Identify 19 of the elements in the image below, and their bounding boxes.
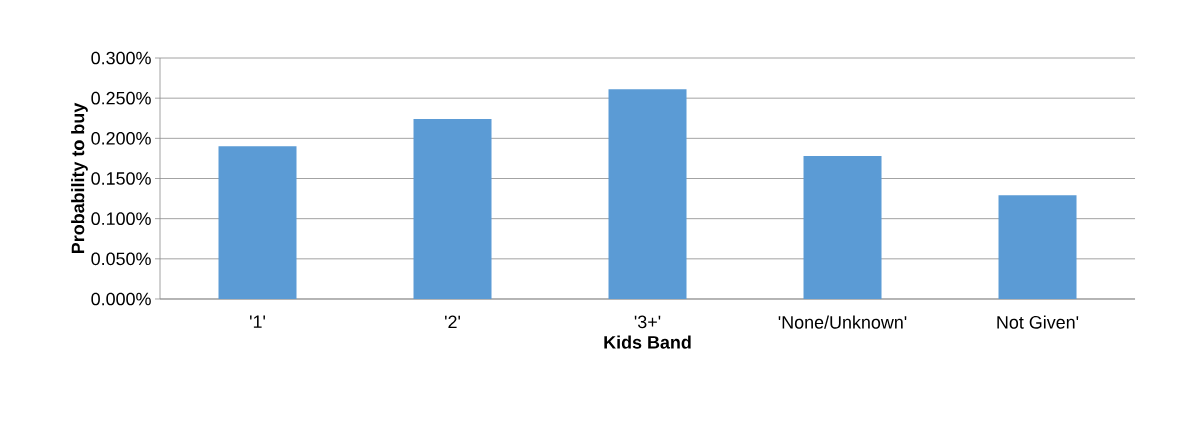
y-tick-label: 0.300% xyxy=(91,51,151,65)
bar xyxy=(803,156,882,299)
x-tick-label: Not Given' xyxy=(997,315,1079,329)
y-tick-label: 0.250% xyxy=(91,91,151,105)
bar xyxy=(413,119,492,299)
x-tick-label: '2' xyxy=(445,315,461,329)
y-tick-label: 0.050% xyxy=(91,252,151,266)
y-tick-label: 0.100% xyxy=(91,212,151,226)
bar xyxy=(608,89,687,299)
x-axis-title: Kids Band xyxy=(604,335,691,349)
bar xyxy=(998,195,1077,299)
x-tick-label: '1' xyxy=(250,315,266,328)
x-tick-label: '3+' xyxy=(634,315,661,329)
y-tick-label: 0.150% xyxy=(91,172,151,185)
y-tick-label: 0.200% xyxy=(91,131,151,145)
bar xyxy=(218,146,297,299)
y-tick-label: 0.000% xyxy=(91,292,151,306)
x-tick-label: 'None/Unknown' xyxy=(778,315,907,329)
y-axis-title: Probability to buy xyxy=(71,102,88,254)
